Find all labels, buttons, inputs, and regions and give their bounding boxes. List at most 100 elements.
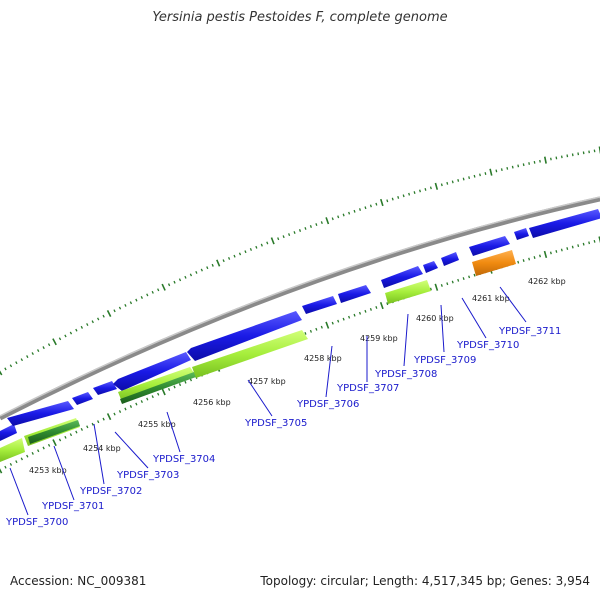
scale-tick: [429, 186, 432, 190]
gene-label[interactable]: YPDSF_3704: [152, 454, 215, 465]
scale-tick: [80, 427, 83, 431]
kbp-label: 4255 kbp: [138, 420, 176, 429]
scale-tick: [9, 462, 13, 466]
scale-tick: [571, 245, 574, 249]
scale-tick: [106, 413, 112, 421]
scale-tick: [140, 296, 143, 299]
scale-tick: [379, 302, 384, 310]
gene-label[interactable]: YPDSF_3700: [5, 517, 68, 528]
scale-tick: [124, 407, 127, 411]
scale-tick: [424, 187, 427, 191]
kbp-label: 4256 kbp: [193, 398, 231, 407]
scale-tick: [36, 349, 40, 353]
scale-tick: [484, 172, 487, 175]
scale-tick: [358, 311, 362, 315]
gene-label[interactable]: YPDSF_3702: [79, 486, 142, 497]
cds-feature: [72, 392, 93, 405]
kbp-scale: 4253 kbp 4254 kbp 4255 kbp 4256 kbp 4257…: [29, 277, 566, 475]
scale-tick: [528, 162, 530, 165]
gene-label[interactable]: YPDSF_3707: [336, 383, 399, 394]
scale-tick: [4, 367, 7, 371]
genome-backbone-highlight: [0, 196, 600, 417]
scale-tick: [227, 256, 231, 260]
scale-tick: [593, 239, 596, 243]
cds-feature: [469, 236, 510, 256]
scale-tick: [429, 287, 432, 291]
scale-tick: [375, 306, 378, 309]
leader-line: [461, 297, 487, 339]
scale-tick: [206, 266, 209, 270]
genome-backbone: [0, 196, 600, 421]
scale-tick: [446, 181, 449, 185]
gene-feature-light: [385, 280, 431, 304]
scale-tick: [64, 435, 67, 439]
leader-line: [247, 379, 273, 417]
gene-label[interactable]: YPDSF_3705: [244, 418, 307, 429]
scale-tick: [15, 460, 18, 464]
scale-tick: [189, 378, 193, 382]
leader-line: [325, 345, 333, 398]
gene-label[interactable]: YPDSF_3710: [456, 340, 519, 351]
scale-tick: [462, 177, 465, 181]
scale-tick: [69, 331, 73, 335]
cds-track: [0, 209, 600, 441]
topology-text: Topology: circular; Length: 4,517,345 bp…: [260, 574, 590, 588]
gene-label[interactable]: YPDSF_3709: [413, 355, 476, 366]
gene-label[interactable]: YPDSF_3703: [116, 470, 179, 481]
scale-tick: [528, 257, 531, 261]
scale-tick: [31, 352, 34, 356]
scale-tick: [75, 328, 78, 332]
scale-tick: [58, 337, 62, 341]
scale-tick: [473, 174, 476, 178]
scale-tick: [270, 237, 275, 245]
scale-tick: [52, 439, 57, 447]
scale-tick: [211, 263, 214, 267]
scale-tick: [118, 306, 122, 310]
gene-feature-track: [0, 250, 516, 462]
scale-tick: [577, 244, 580, 248]
scale-tick: [473, 273, 476, 277]
scale-tick: [293, 231, 296, 234]
scale-tick: [560, 248, 563, 252]
scale-tick: [75, 430, 78, 434]
scale-tick: [364, 206, 367, 210]
gene-label[interactable]: YPDSF_3708: [374, 369, 437, 380]
gene-label[interactable]: YPDSF_3711: [498, 326, 561, 337]
scale-tick: [479, 173, 481, 177]
scale-tick: [555, 156, 558, 160]
cds-feature: [0, 424, 17, 441]
gene-labels: YPDSF_3700 YPDSF_3701 YPDSF_3702 YPDSF_3…: [5, 326, 561, 528]
scale-tick: [282, 235, 285, 239]
scale-tick: [517, 164, 520, 168]
scale-tick: [517, 260, 520, 264]
scale-tick: [539, 159, 541, 163]
cds-feature: [7, 401, 74, 426]
scale-tick: [184, 380, 187, 384]
scale-tick: [97, 317, 100, 321]
scale-tick: [151, 395, 154, 399]
kbp-label: 4260 kbp: [416, 314, 454, 323]
scale-tick: [369, 307, 372, 311]
cds-feature: [423, 261, 438, 273]
scale-tick: [64, 334, 67, 338]
scale-tick: [106, 309, 112, 317]
scale-tick: [358, 208, 362, 211]
scale-tick: [42, 446, 45, 450]
scale-tick: [255, 245, 258, 249]
scale-tick: [353, 209, 356, 213]
scale-tick: [506, 166, 509, 170]
scale-tick: [566, 247, 569, 250]
gene-label[interactable]: YPDSF_3706: [296, 399, 359, 410]
scale-tick: [69, 433, 73, 437]
scale-tick: [397, 196, 400, 199]
leader-line: [166, 411, 181, 453]
gene-label[interactable]: YPDSF_3701: [41, 501, 104, 512]
scale-tick: [320, 221, 323, 225]
scale-tick: [489, 168, 493, 176]
scale-tick: [167, 283, 171, 287]
cds-feature: [529, 209, 600, 238]
outer-tick-track: [0, 146, 600, 376]
leader-line: [93, 423, 105, 485]
scale-tick: [151, 290, 154, 294]
